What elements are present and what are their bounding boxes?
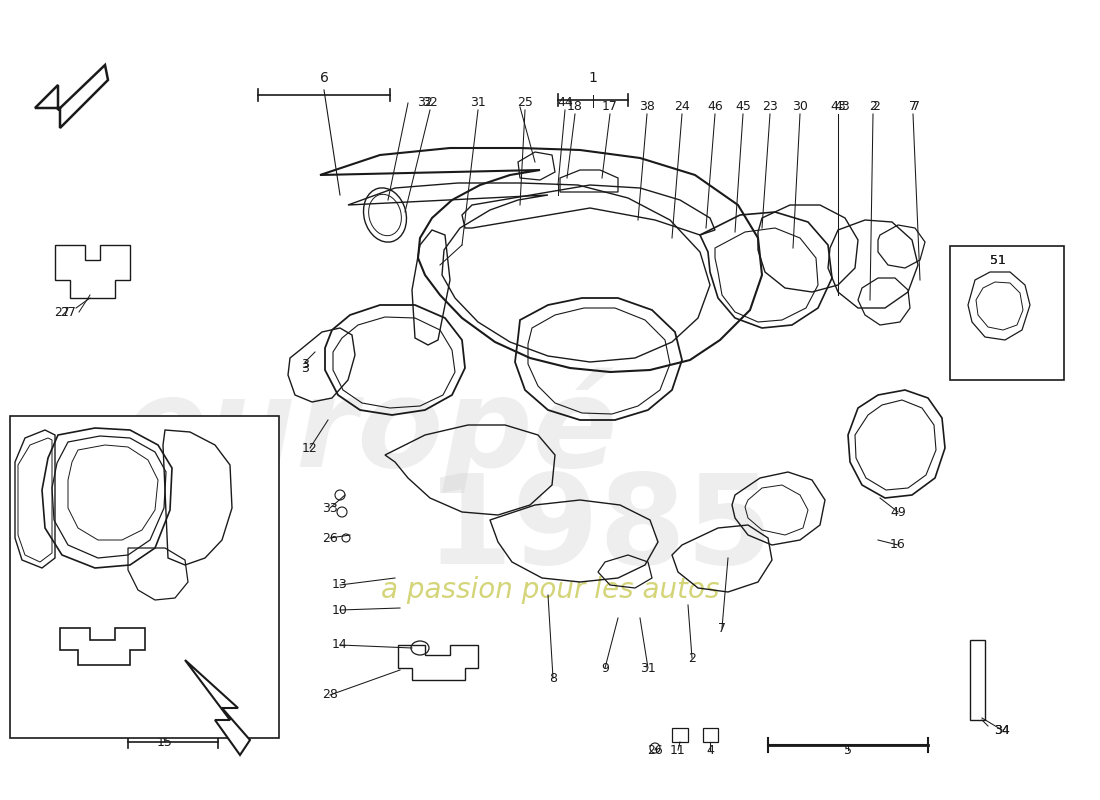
Text: 20: 20 <box>234 523 250 537</box>
Text: 2: 2 <box>872 101 880 114</box>
Text: 43: 43 <box>834 101 850 114</box>
Text: 1: 1 <box>588 71 597 85</box>
Text: 38: 38 <box>639 101 654 114</box>
Text: 31: 31 <box>470 97 486 110</box>
Text: 26: 26 <box>322 531 338 545</box>
Text: 34: 34 <box>994 723 1010 737</box>
Text: 7: 7 <box>718 622 726 634</box>
Text: 9: 9 <box>601 662 609 674</box>
Text: 15: 15 <box>157 735 173 749</box>
Text: 47: 47 <box>217 606 233 618</box>
Text: europé: europé <box>122 367 618 493</box>
Text: 29: 29 <box>37 471 53 485</box>
Text: 49: 49 <box>890 506 906 518</box>
Text: 7: 7 <box>909 101 917 114</box>
Polygon shape <box>35 65 108 128</box>
Text: 3: 3 <box>301 358 309 371</box>
FancyBboxPatch shape <box>10 416 279 738</box>
Text: 1985: 1985 <box>426 470 774 590</box>
Text: 5: 5 <box>844 743 852 757</box>
Text: 17: 17 <box>602 101 618 114</box>
Text: 25: 25 <box>517 97 532 110</box>
Text: 2: 2 <box>869 101 877 114</box>
Text: 7: 7 <box>912 101 920 114</box>
Text: 11: 11 <box>670 743 686 757</box>
Text: 2: 2 <box>689 651 696 665</box>
Text: 26: 26 <box>647 743 663 757</box>
Text: 44: 44 <box>557 97 573 110</box>
Text: 34: 34 <box>994 723 1010 737</box>
Text: 28: 28 <box>322 689 338 702</box>
Text: 30: 30 <box>792 101 807 114</box>
Text: 43: 43 <box>830 101 846 114</box>
Text: 12: 12 <box>302 442 318 454</box>
Text: 13: 13 <box>332 578 348 591</box>
Text: 32: 32 <box>422 97 438 110</box>
Text: 6: 6 <box>320 71 329 85</box>
Text: 46: 46 <box>707 101 723 114</box>
Text: 24: 24 <box>674 101 690 114</box>
Text: 23: 23 <box>762 101 778 114</box>
Text: 51: 51 <box>990 254 1005 266</box>
Text: 31: 31 <box>640 662 656 674</box>
Text: 45: 45 <box>735 101 751 114</box>
Text: 16: 16 <box>890 538 906 551</box>
Text: 32: 32 <box>417 97 433 110</box>
Text: 33: 33 <box>322 502 338 514</box>
Text: 19: 19 <box>120 722 136 734</box>
Text: 51: 51 <box>990 254 1005 266</box>
Text: 27: 27 <box>60 306 76 318</box>
Text: 3: 3 <box>301 362 309 374</box>
Text: 10: 10 <box>332 603 348 617</box>
Text: a passion pour les autos: a passion pour les autos <box>381 576 719 604</box>
Text: 8: 8 <box>549 671 557 685</box>
Text: 18: 18 <box>568 101 583 114</box>
Text: 27: 27 <box>54 306 70 318</box>
FancyBboxPatch shape <box>950 246 1064 380</box>
Text: 14: 14 <box>332 638 348 651</box>
Polygon shape <box>185 660 250 755</box>
Text: 4: 4 <box>706 743 714 757</box>
